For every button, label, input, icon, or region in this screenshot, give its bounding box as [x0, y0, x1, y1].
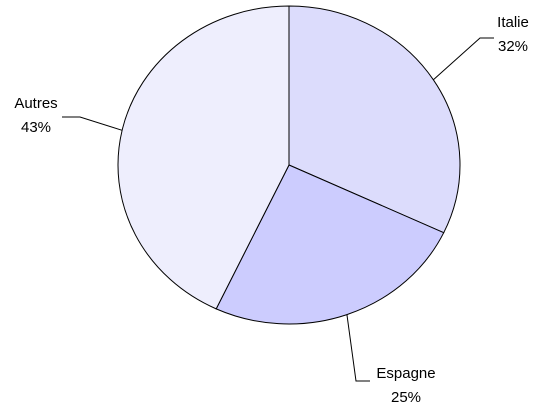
slice-label: Autres: [14, 95, 57, 112]
pie-slice: [215, 164, 445, 325]
slice-value-label: 25%: [391, 389, 421, 406]
pie-slice: [117, 5, 290, 310]
leader-line: [346, 314, 370, 382]
slice-label: Italie: [497, 14, 529, 31]
slice-value-label: 32%: [498, 38, 528, 55]
slice-label: Espagne: [376, 365, 435, 382]
leader-line: [433, 37, 494, 81]
slice-value-label: 43%: [21, 119, 51, 136]
pie-slice: [288, 5, 461, 234]
leader-line: [62, 116, 123, 131]
